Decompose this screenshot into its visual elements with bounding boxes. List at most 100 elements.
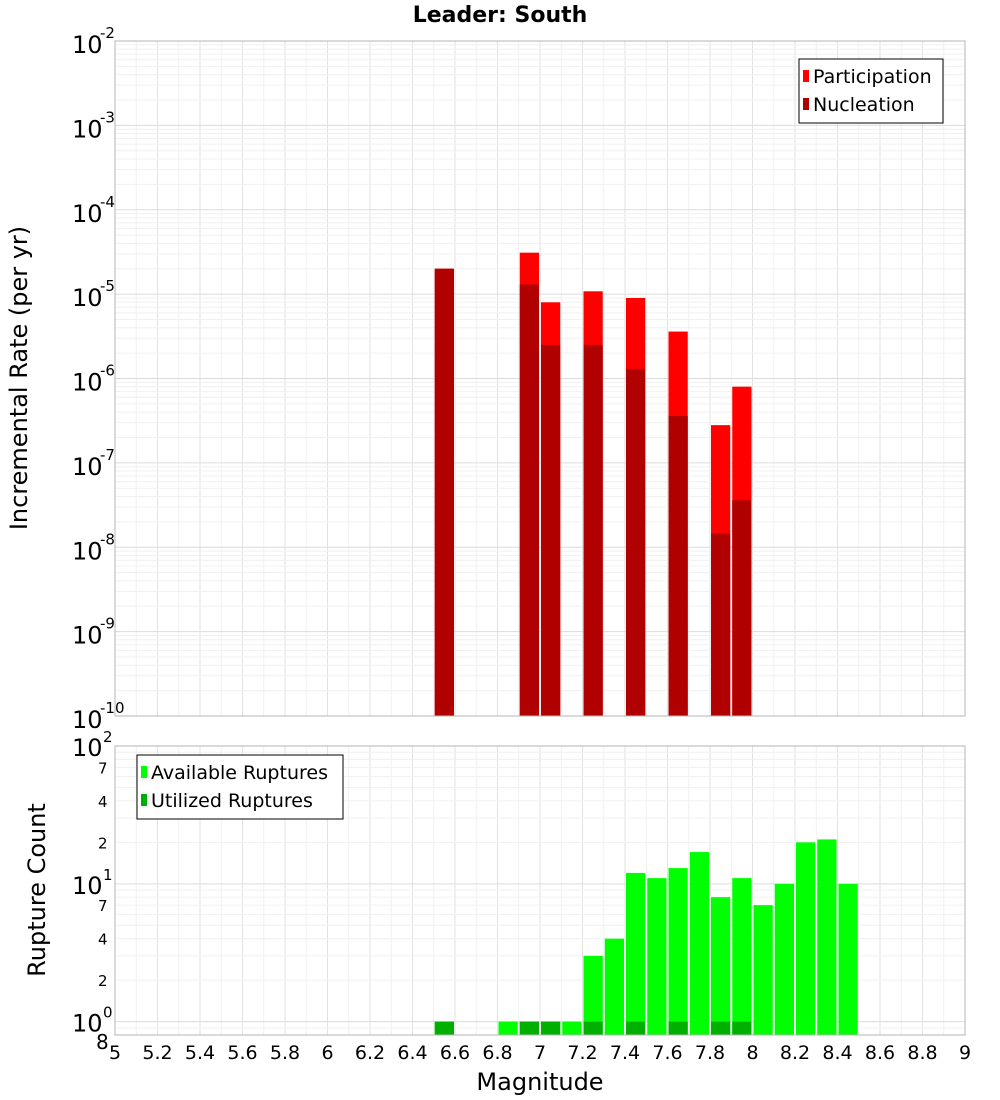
bar-nucleation <box>434 268 454 716</box>
y-tick-label: 4 <box>98 793 108 811</box>
y-tick-label: 10 <box>72 872 103 900</box>
y-tick-exponent: -3 <box>100 108 115 126</box>
bar-utilized-ruptures <box>541 1021 561 1035</box>
x-tick-label: 7.2 <box>567 1042 597 1064</box>
legend-label: Utilized Ruptures <box>151 790 313 812</box>
x-tick-label: 7.4 <box>610 1042 640 1064</box>
x-tick-labels: 5 5.2 5.4 5.6 5.8 6 6.2 6.4 6.6 6.8 7 7.2 7.4 7.6 7.8 8… <box>109 1042 971 1064</box>
top-y-axis-label: Incremental Rate (per yr) <box>5 226 33 530</box>
y-tick-label: 10 <box>72 284 103 312</box>
y-tick-label: 2 <box>98 834 108 852</box>
x-tick-label: 6.8 <box>482 1042 512 1064</box>
y-tick-label: 8 <box>96 1030 109 1054</box>
x-tick-label: 6 <box>321 1042 333 1064</box>
y-tick-label: 10 <box>72 453 103 481</box>
bar-nucleation <box>541 344 561 716</box>
x-tick-label: 5 <box>109 1042 121 1064</box>
y-tick-exponent: -7 <box>100 446 115 464</box>
y-tick-exponent: -4 <box>100 193 115 211</box>
bottom-y-axis-label: Rupture Count <box>23 803 51 977</box>
bar-nucleation <box>626 368 646 716</box>
x-tick-label: 5.2 <box>142 1042 172 1064</box>
x-tick-label: 8.6 <box>865 1042 895 1064</box>
bar-available-ruptures <box>732 878 752 1035</box>
bottom-legend: Available Ruptures Utilized Ruptures <box>136 754 344 820</box>
y-tick-exponent: -8 <box>100 530 115 548</box>
bar-utilized-ruptures <box>668 1021 688 1035</box>
bottom-plot-frame <box>114 745 966 1036</box>
x-tick-label: 5.4 <box>185 1042 215 1064</box>
bar-available-ruptures <box>753 905 773 1035</box>
bar-nucleation <box>711 533 731 716</box>
x-tick-label: 6.4 <box>397 1042 427 1064</box>
legend-swatch <box>803 70 809 82</box>
top-plot-frame <box>114 40 966 717</box>
bar-available-ruptures <box>604 938 624 1035</box>
y-tick-label: 10 <box>72 622 103 650</box>
bar-available-ruptures <box>647 878 667 1035</box>
bar-utilized-ruptures <box>711 1021 731 1035</box>
x-tick-label: 5.6 <box>227 1042 257 1064</box>
bar-utilized-ruptures <box>583 1021 603 1035</box>
legend-box <box>798 58 944 124</box>
bar-nucleation <box>668 415 688 716</box>
legend-swatch <box>141 794 147 806</box>
y-tick-label: 10 <box>72 537 103 565</box>
bar-utilized-ruptures <box>519 1021 539 1035</box>
legend-swatch <box>141 766 147 778</box>
x-tick-label: 7.8 <box>695 1042 725 1064</box>
x-tick-label: 6.6 <box>440 1042 470 1064</box>
x-tick-label: 7.6 <box>652 1042 682 1064</box>
y-tick-label: 2 <box>98 972 108 990</box>
legend-swatch <box>803 98 809 110</box>
legend-label: Participation <box>813 66 932 88</box>
x-axis-label: Magnitude <box>476 1068 603 1096</box>
y-tick-label: 10 <box>72 200 103 228</box>
y-tick-label: 7 <box>98 897 108 915</box>
y-tick-exponent: 1 <box>103 866 113 884</box>
bar-utilized-ruptures <box>434 1021 454 1035</box>
y-tick-exponent: 0 <box>103 1004 113 1022</box>
grid-lines <box>114 41 966 1036</box>
top-legend: Participation Nucleation <box>798 58 944 124</box>
chart-title: Leader: South <box>413 3 588 28</box>
y-tick-label: 7 <box>98 759 108 777</box>
bar-available-ruptures <box>774 883 794 1035</box>
bar-utilized-ruptures <box>732 1021 752 1035</box>
bar-nucleation <box>583 344 603 716</box>
bar-nucleation <box>519 284 539 716</box>
bar-available-ruptures <box>498 1021 518 1035</box>
top-bar-group <box>434 252 752 716</box>
y-tick-label: 10 <box>72 734 103 762</box>
bar-available-ruptures <box>817 839 837 1035</box>
y-tick-label: 10 <box>72 31 103 59</box>
legend-box <box>136 754 344 820</box>
y-tick-label: 10 <box>72 115 103 143</box>
y-tick-label: 4 <box>98 931 108 949</box>
bar-available-ruptures <box>626 872 646 1035</box>
y-tick-label: 10 <box>72 706 103 734</box>
y-tick-exponent: 2 <box>103 728 113 746</box>
bottom-bar-group <box>434 839 858 1035</box>
bar-available-ruptures <box>711 897 731 1035</box>
x-tick-label: 8.2 <box>780 1042 810 1064</box>
y-tick-label: 10 <box>72 1010 103 1038</box>
y-tick-exponent: -10 <box>100 699 125 717</box>
x-tick-label: 7 <box>534 1042 546 1064</box>
bar-available-ruptures <box>583 955 603 1035</box>
y-tick-exponent: -2 <box>100 24 115 42</box>
x-tick-label: 5.8 <box>270 1042 300 1064</box>
bar-available-ruptures <box>838 883 858 1035</box>
bar-nucleation <box>732 500 752 716</box>
y-tick-label: 10 <box>72 369 103 397</box>
x-tick-label: 6.2 <box>355 1042 385 1064</box>
x-tick-label: 8.4 <box>822 1042 852 1064</box>
bar-available-ruptures <box>796 842 816 1035</box>
x-tick-label: 9 <box>959 1042 971 1064</box>
x-tick-label: 8.8 <box>907 1042 937 1064</box>
bar-utilized-ruptures <box>626 1021 646 1035</box>
